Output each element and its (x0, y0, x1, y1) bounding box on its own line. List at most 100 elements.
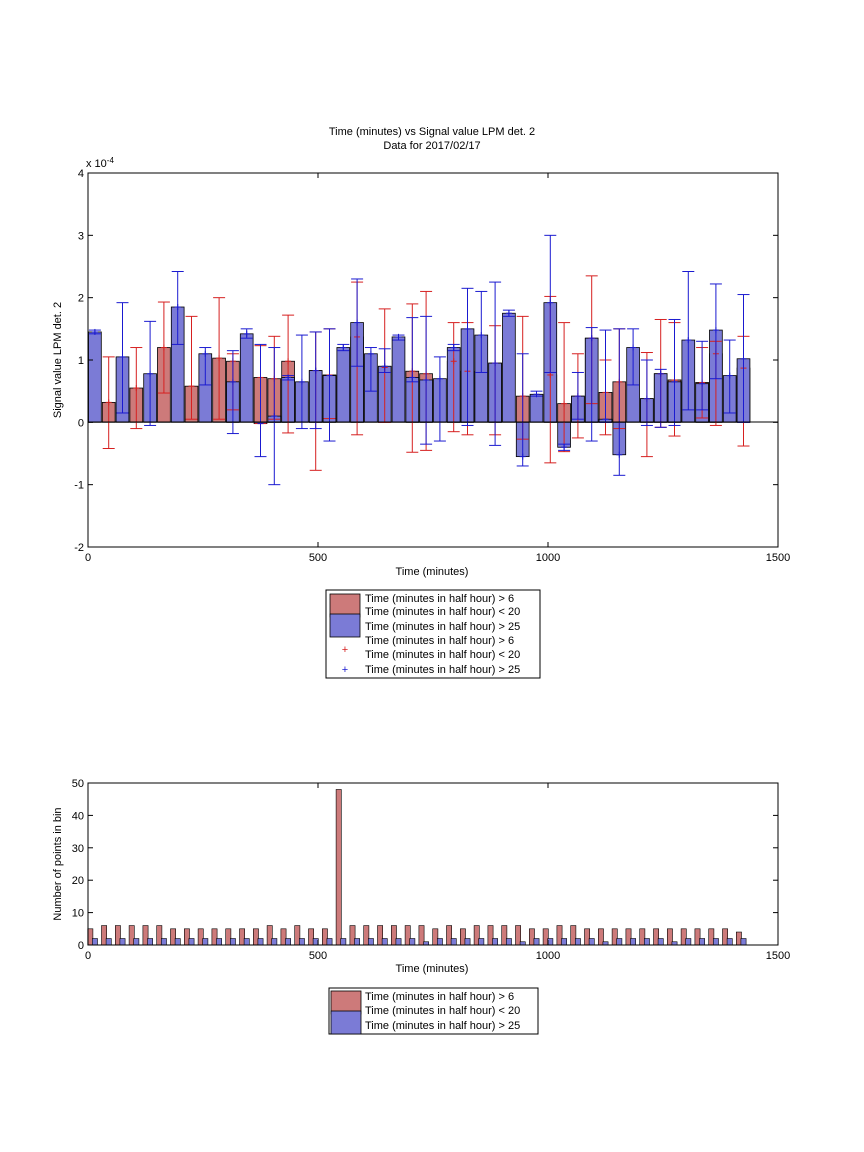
chart2-y-tick-label: 20 (72, 875, 84, 887)
chart1-y-tick-label: 3 (78, 230, 84, 242)
chart2-blue-bar (174, 938, 181, 946)
chart1-title: Time (minutes) vs Signal value LPM det. … (329, 126, 535, 138)
chart2-blue-bar (230, 938, 236, 946)
chart2-blue-bar (92, 938, 98, 946)
legend2-blue-swatch (330, 1010, 362, 1035)
chart2-blue-bar (685, 938, 692, 946)
chart1-x-tick-label: 500 (309, 552, 327, 564)
chart1-blue-error-bar (406, 317, 419, 383)
chart1-red-error-bar (282, 314, 295, 434)
chart1-blue-error-bar (654, 368, 667, 428)
chart2-blue-bar (450, 938, 457, 946)
legend1-blue-swatch (329, 613, 361, 638)
chart2-y-tick-label: 0 (78, 940, 84, 952)
chart1-blue-error-bar (199, 347, 212, 386)
chart1-blue-error-bar (144, 320, 157, 426)
chart1-blue-error-bar (668, 318, 681, 426)
chart1-blue-error-bar (171, 270, 184, 345)
chart2-blue-bar (105, 938, 112, 946)
chart2-blue-bar (574, 938, 581, 946)
legend2-entry-1: Time (minutes in half hour) > 6 (365, 991, 514, 1003)
chart1-blue-error-bar (364, 347, 377, 392)
chart2-blue-bar (298, 938, 305, 946)
chart1-red-error-bar (102, 356, 115, 450)
chart2-legend: Time (minutes in half hour) > 6 Time (mi… (328, 987, 539, 1035)
chart1-y-tick-label: -2 (74, 542, 84, 554)
chart1-blue-error-bar (475, 290, 488, 373)
chart1-red-error-bar (558, 322, 571, 453)
chart1-blue-error-bar (392, 333, 405, 341)
chart1-y-tick-label: -1 (74, 480, 84, 492)
chart2-red-bar (335, 789, 342, 946)
chart2-blue-bar (492, 938, 498, 946)
chart2-blue-bar (712, 938, 719, 946)
chart1-blue-error-bar (461, 287, 474, 426)
chart2-blue-bar (202, 938, 209, 946)
chart1-blue-bar (88, 331, 102, 423)
chart2-blue-bar (561, 938, 567, 946)
chart1-error-bars (88, 234, 750, 486)
chart1-blue-bar (239, 333, 254, 423)
chart1-y-tick-label: 4 (78, 168, 84, 180)
chart2-blue-bar (367, 938, 374, 946)
chart1-red-error-bar (213, 297, 226, 420)
chart2-blue-bar (740, 938, 747, 946)
chart2-blue-bar (119, 938, 126, 946)
chart1-blue-error-bar (516, 353, 529, 467)
chart2-x-tick-label: 1500 (766, 950, 790, 962)
chart1-blue-error-bar (268, 347, 281, 486)
chart2-blue-bar (147, 938, 153, 946)
chart2-blue-bar (285, 938, 291, 946)
chart1-x-tick-label: 0 (85, 552, 91, 564)
chart2-y-tick-label: 30 (72, 843, 84, 855)
chart1-blue-error-bar (378, 348, 391, 373)
chart1-y-exponent: x 10-4 (86, 156, 114, 170)
chart1-blue-error-bar (351, 278, 364, 367)
chart1-y-exponent-power: -4 (107, 156, 115, 165)
chart1-blue-error-bar (502, 309, 515, 317)
chart1-legend: + + Time (minutes in half hour) > 6 Time… (325, 589, 541, 679)
chart2-blue-bar (630, 938, 636, 946)
chart1-blue-error-bar (420, 315, 433, 445)
chart1-subtitle: Data for 2017/02/17 (383, 140, 480, 152)
legend1-entry-4: Time (minutes in half hour) > 6 (365, 635, 514, 647)
chart2-blue-bar (354, 938, 360, 946)
chart2-blue-bar (243, 938, 250, 946)
chart1-y-tick-label: 1 (78, 355, 84, 367)
chart1-xlabel: Time (minutes) (396, 566, 469, 578)
chart1-red-error-bar (185, 315, 198, 420)
chart2-blue-bar (436, 938, 443, 946)
chart1-red-error-bar (130, 347, 143, 430)
chart2-blue-bar (409, 938, 416, 946)
chart2-blue-bar (726, 938, 733, 946)
legend1-entry-6: Time (minutes in half hour) > 25 (365, 664, 520, 676)
chart1-red-error-bar (157, 301, 170, 394)
chart2-blue-bar (216, 938, 222, 946)
legend2-entry-3: Time (minutes in half hour) > 25 (365, 1020, 520, 1032)
chart2-y-tick-label: 40 (72, 810, 84, 822)
chart1-blue-error-bar (116, 302, 129, 414)
chart2-x-tick-label: 1000 (536, 950, 560, 962)
legend1-entry-1: Time (minutes in half hour) > 6 (365, 593, 514, 605)
chart2-blue-bar (395, 938, 402, 946)
chart1-blue-bar (391, 336, 406, 423)
legend1-red-swatch (329, 593, 361, 618)
chart2-blue-bar (340, 938, 347, 946)
chart1-blue-bar (502, 312, 516, 423)
chart1-blue-error-bar (723, 339, 736, 414)
chart1-blue-error-bar (544, 234, 557, 373)
chart2-blue-bar (478, 938, 485, 946)
chart1-blue-error-bar (613, 328, 626, 476)
chart1-blue-error-bar (240, 328, 253, 339)
chart2-blue-bar (533, 938, 540, 946)
chart1-blue-error-bar (254, 343, 267, 458)
chart2-blue-bar (161, 938, 167, 946)
chart1-bars (88, 302, 751, 458)
legend1-entry-3: Time (minutes in half hour) > 25 (365, 621, 520, 633)
chart1-y-tick-label: 2 (78, 293, 84, 305)
chart1-blue-error-bar (627, 328, 640, 386)
chart2-x-tick-label: 500 (309, 950, 327, 962)
chart1-blue-error-bar (696, 340, 709, 411)
